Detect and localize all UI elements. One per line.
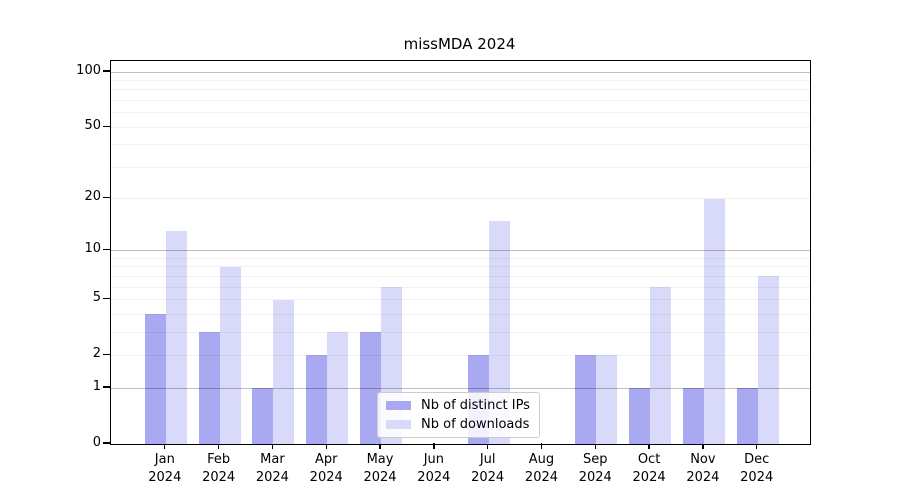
bar-distinct-ips-mar — [252, 388, 274, 444]
bar-downloads-mar — [273, 299, 295, 444]
x-tick-mark — [271, 443, 274, 449]
bar-distinct-ips-jan — [144, 314, 166, 444]
y-tick-label: 10 — [84, 241, 101, 257]
x-tick-mark — [164, 443, 166, 449]
y-tick-label: 20 — [84, 189, 101, 205]
x-tick-label: Jan 2024 — [148, 452, 182, 486]
x-tick-label: Oct 2024 — [632, 452, 666, 486]
x-tick-label: Mar 2024 — [255, 452, 289, 486]
x-tick-mark — [756, 443, 758, 449]
x-tick-mark — [433, 443, 435, 449]
x-tick-mark — [379, 443, 381, 449]
x-tick-label: May 2024 — [363, 452, 397, 486]
plot-area — [110, 60, 811, 445]
y-tick-mark — [103, 297, 110, 300]
x-tick-mark — [540, 443, 543, 449]
y-tick-label: 5 — [92, 290, 101, 306]
bar-downloads-jul — [488, 220, 510, 444]
x-tick-label: Feb 2024 — [202, 452, 236, 486]
legend-entry-distinct-ips: Nb of distinct IPs — [386, 398, 530, 413]
x-tick-mark — [217, 443, 220, 449]
y-tick-label: 100 — [76, 62, 101, 78]
legend-label-downloads: Nb of downloads — [421, 417, 530, 432]
x-tick-mark — [325, 443, 327, 449]
bar-distinct-ips-may — [360, 332, 382, 444]
bar-distinct-ips-oct — [629, 388, 651, 444]
bar-downloads-oct — [650, 287, 672, 444]
bar-downloads-apr — [327, 332, 349, 444]
y-tick-mark — [103, 353, 110, 356]
x-tick-mark — [594, 443, 596, 449]
x-tick-label: Nov 2024 — [686, 452, 720, 486]
y-tick-mark — [103, 197, 110, 199]
bar-distinct-ips-dec — [736, 388, 758, 444]
bars-layer — [111, 61, 810, 444]
x-tick-label: Jul 2024 — [471, 452, 505, 486]
bar-distinct-ips-nov — [682, 388, 704, 444]
chart-title: missMDA 2024 — [403, 35, 516, 53]
legend-swatch-distinct-ips — [386, 401, 411, 410]
bar-downloads-feb — [219, 266, 241, 444]
legend: Nb of distinct IPs Nb of downloads — [377, 392, 540, 438]
legend-label-distinct-ips: Nb of distinct IPs — [421, 398, 530, 413]
bar-downloads-dec — [757, 276, 779, 444]
bar-distinct-ips-sep — [575, 355, 597, 444]
legend-entry-downloads: Nb of downloads — [386, 417, 530, 432]
x-tick-mark — [486, 443, 489, 449]
y-tick-label: 1 — [92, 378, 101, 394]
x-tick-label: Apr 2024 — [309, 452, 343, 486]
bar-distinct-ips-apr — [306, 355, 328, 444]
x-tick-label: Aug 2024 — [524, 452, 559, 486]
x-tick-label: Sep 2024 — [578, 452, 612, 486]
x-tick-mark — [702, 443, 704, 449]
x-tick-label: Jun 2024 — [417, 452, 451, 486]
bar-distinct-ips-feb — [198, 332, 220, 444]
y-tick-label: 50 — [84, 117, 101, 133]
x-tick-mark — [648, 443, 650, 449]
bar-downloads-nov — [703, 198, 725, 444]
y-tick-mark — [103, 249, 110, 251]
y-tick-label: 2 — [92, 345, 101, 361]
bar-downloads-sep — [596, 355, 618, 444]
bar-downloads-jan — [165, 231, 187, 444]
x-tick-label: Dec 2024 — [740, 452, 774, 486]
y-tick-mark — [103, 386, 110, 388]
y-tick-mark — [103, 125, 110, 127]
y-tick-mark — [103, 70, 110, 72]
legend-swatch-downloads — [386, 420, 411, 429]
y-tick-label: 0 — [92, 434, 101, 450]
y-tick-mark — [103, 442, 110, 444]
